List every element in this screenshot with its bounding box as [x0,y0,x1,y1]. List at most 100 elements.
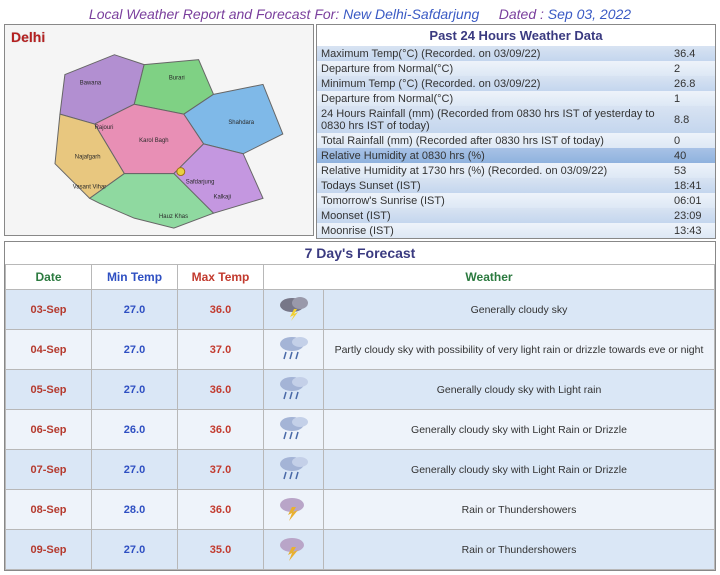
past24-row: Moonset (IST)23:09 [317,208,715,223]
delhi-map-icon: Bawana Burari Shahdara Karol Bagh Safdar… [5,25,313,235]
forecast-row: 08-Sep28.036.0 Rain or Thundershowers [6,490,715,530]
past24-label: Moonset (IST) [317,208,670,223]
svg-text:Hauz Khas: Hauz Khas [159,214,188,220]
past24-value: 8.8 [670,106,715,133]
forecast-min-temp: 28.0 [92,490,178,530]
forecast-max-temp: 35.0 [178,530,264,570]
forecast-weather-icon [264,370,324,410]
forecast-desc: Generally cloudy sky with Light Rain or … [324,410,715,450]
past24-row: Departure from Normal(°C)1 [317,91,715,106]
forecast-weather-icon [264,410,324,450]
forecast-desc: Generally cloudy sky [324,290,715,330]
forecast-title: 7 Day's Forecast [5,242,715,264]
forecast-date: 09-Sep [6,530,92,570]
past24-row: Departure from Normal(°C)2 [317,61,715,76]
past24-value: 0 [670,133,715,148]
svg-text:Bawana: Bawana [80,80,102,86]
past24-label: Departure from Normal(°C) [317,91,670,106]
past24-row: Relative Humidity at 0830 hrs (%)40 [317,148,715,163]
past24-label: Departure from Normal(°C) [317,61,670,76]
col-weather: Weather [264,265,715,290]
past24-label: Moonrise (IST) [317,223,670,238]
forecast-row: 07-Sep27.037.0Generally cloudy sky with … [6,450,715,490]
forecast-weather-icon [264,490,324,530]
forecast-min-temp: 27.0 [92,450,178,490]
svg-text:Najafgarh: Najafgarh [75,155,101,161]
past24-row: Relative Humidity at 1730 hrs (%) (Recor… [317,163,715,178]
forecast-desc: Partly cloudy sky with possibility of ve… [324,330,715,370]
forecast-desc: Generally cloudy sky with Light Rain or … [324,450,715,490]
forecast-max-temp: 37.0 [178,330,264,370]
past24-panel: Past 24 Hours Weather Data Maximum Temp(… [316,24,716,239]
forecast-panel: 7 Day's Forecast Date Min Temp Max Temp … [4,241,716,571]
past24-label: Maximum Temp(°C) (Recorded. on 03/09/22) [317,46,670,61]
past24-row: Maximum Temp(°C) (Recorded. on 03/09/22)… [317,46,715,61]
forecast-max-temp: 36.0 [178,290,264,330]
forecast-date: 06-Sep [6,410,92,450]
past24-value: 23:09 [670,208,715,223]
forecast-max-temp: 37.0 [178,450,264,490]
forecast-date: 08-Sep [6,490,92,530]
map-region-label: Delhi [11,29,45,45]
past24-label: Tomorrow's Sunrise (IST) [317,193,670,208]
header-title-label: Local Weather Report and Forecast For: [89,6,339,22]
forecast-date: 05-Sep [6,370,92,410]
past24-label: Total Rainfall (mm) (Recorded after 0830… [317,133,670,148]
svg-text:Vasant Vihar: Vasant Vihar [73,184,106,190]
forecast-max-temp: 36.0 [178,370,264,410]
col-date: Date [6,265,92,290]
past24-label: Minimum Temp (°C) (Recorded. on 03/09/22… [317,76,670,91]
svg-text:Rajouri: Rajouri [95,125,114,131]
forecast-weather-icon [264,290,324,330]
past24-value: 2 [670,61,715,76]
forecast-min-temp: 27.0 [92,530,178,570]
svg-text:Burari: Burari [169,75,185,81]
past24-value: 1 [670,91,715,106]
forecast-weather-icon [264,330,324,370]
past24-label: Relative Humidity at 0830 hrs (%) [317,148,670,163]
forecast-row: 03-Sep27.036.0Generally cloudy sky [6,290,715,330]
page-header: Local Weather Report and Forecast For: N… [4,4,716,24]
svg-text:Kalkaji: Kalkaji [213,194,231,200]
past24-label: Todays Sunset (IST) [317,178,670,193]
forecast-weather-icon [264,530,324,570]
forecast-min-temp: 26.0 [92,410,178,450]
forecast-max-temp: 36.0 [178,410,264,450]
header-dated-label: Dated : [499,6,544,22]
past24-table: Maximum Temp(°C) (Recorded. on 03/09/22)… [317,46,715,238]
past24-row: 24 Hours Rainfall (mm) (Recorded from 08… [317,106,715,133]
past24-row: Total Rainfall (mm) (Recorded after 0830… [317,133,715,148]
header-date: Sep 03, 2022 [548,6,631,22]
forecast-row: 04-Sep27.037.0 Partly cloudy sky with pos… [6,330,715,370]
header-location: New Delhi-Safdarjung [343,6,479,22]
past24-value: 26.8 [670,76,715,91]
past24-label: 24 Hours Rainfall (mm) (Recorded from 08… [317,106,670,133]
region-map: Delhi Bawana Burari Shahdara Karol Bagh [4,24,314,236]
past24-value: 18:41 [670,178,715,193]
past24-label: Relative Humidity at 1730 hrs (%) (Recor… [317,163,670,178]
forecast-desc: Rain or Thundershowers [324,490,715,530]
past24-value: 36.4 [670,46,715,61]
past24-title: Past 24 Hours Weather Data [317,25,715,46]
past24-value: 13:43 [670,223,715,238]
forecast-date: 04-Sep [6,330,92,370]
svg-text:Safdarjung: Safdarjung [186,179,215,185]
forecast-max-temp: 36.0 [178,490,264,530]
col-max-temp: Max Temp [178,265,264,290]
forecast-row: 06-Sep26.036.0 Generally cloudy sky with … [6,410,715,450]
forecast-weather-icon [264,450,324,490]
past24-row: Tomorrow's Sunrise (IST)06:01 [317,193,715,208]
svg-text:Karol Bagh: Karol Bagh [139,138,168,144]
forecast-date: 03-Sep [6,290,92,330]
forecast-min-temp: 27.0 [92,330,178,370]
past24-value: 06:01 [670,193,715,208]
past24-row: Minimum Temp (°C) (Recorded. on 03/09/22… [317,76,715,91]
forecast-table: Date Min Temp Max Temp Weather 03-Sep27.… [5,264,715,570]
col-min-temp: Min Temp [92,265,178,290]
forecast-row: 05-Sep27.036.0Generally cloudy sky with … [6,370,715,410]
forecast-desc: Rain or Thundershowers [324,530,715,570]
forecast-row: 09-Sep27.035.0 Rain or Thundershowers [6,530,715,570]
svg-text:Shahdara: Shahdara [228,120,254,126]
past24-value: 40 [670,148,715,163]
past24-row: Todays Sunset (IST)18:41 [317,178,715,193]
